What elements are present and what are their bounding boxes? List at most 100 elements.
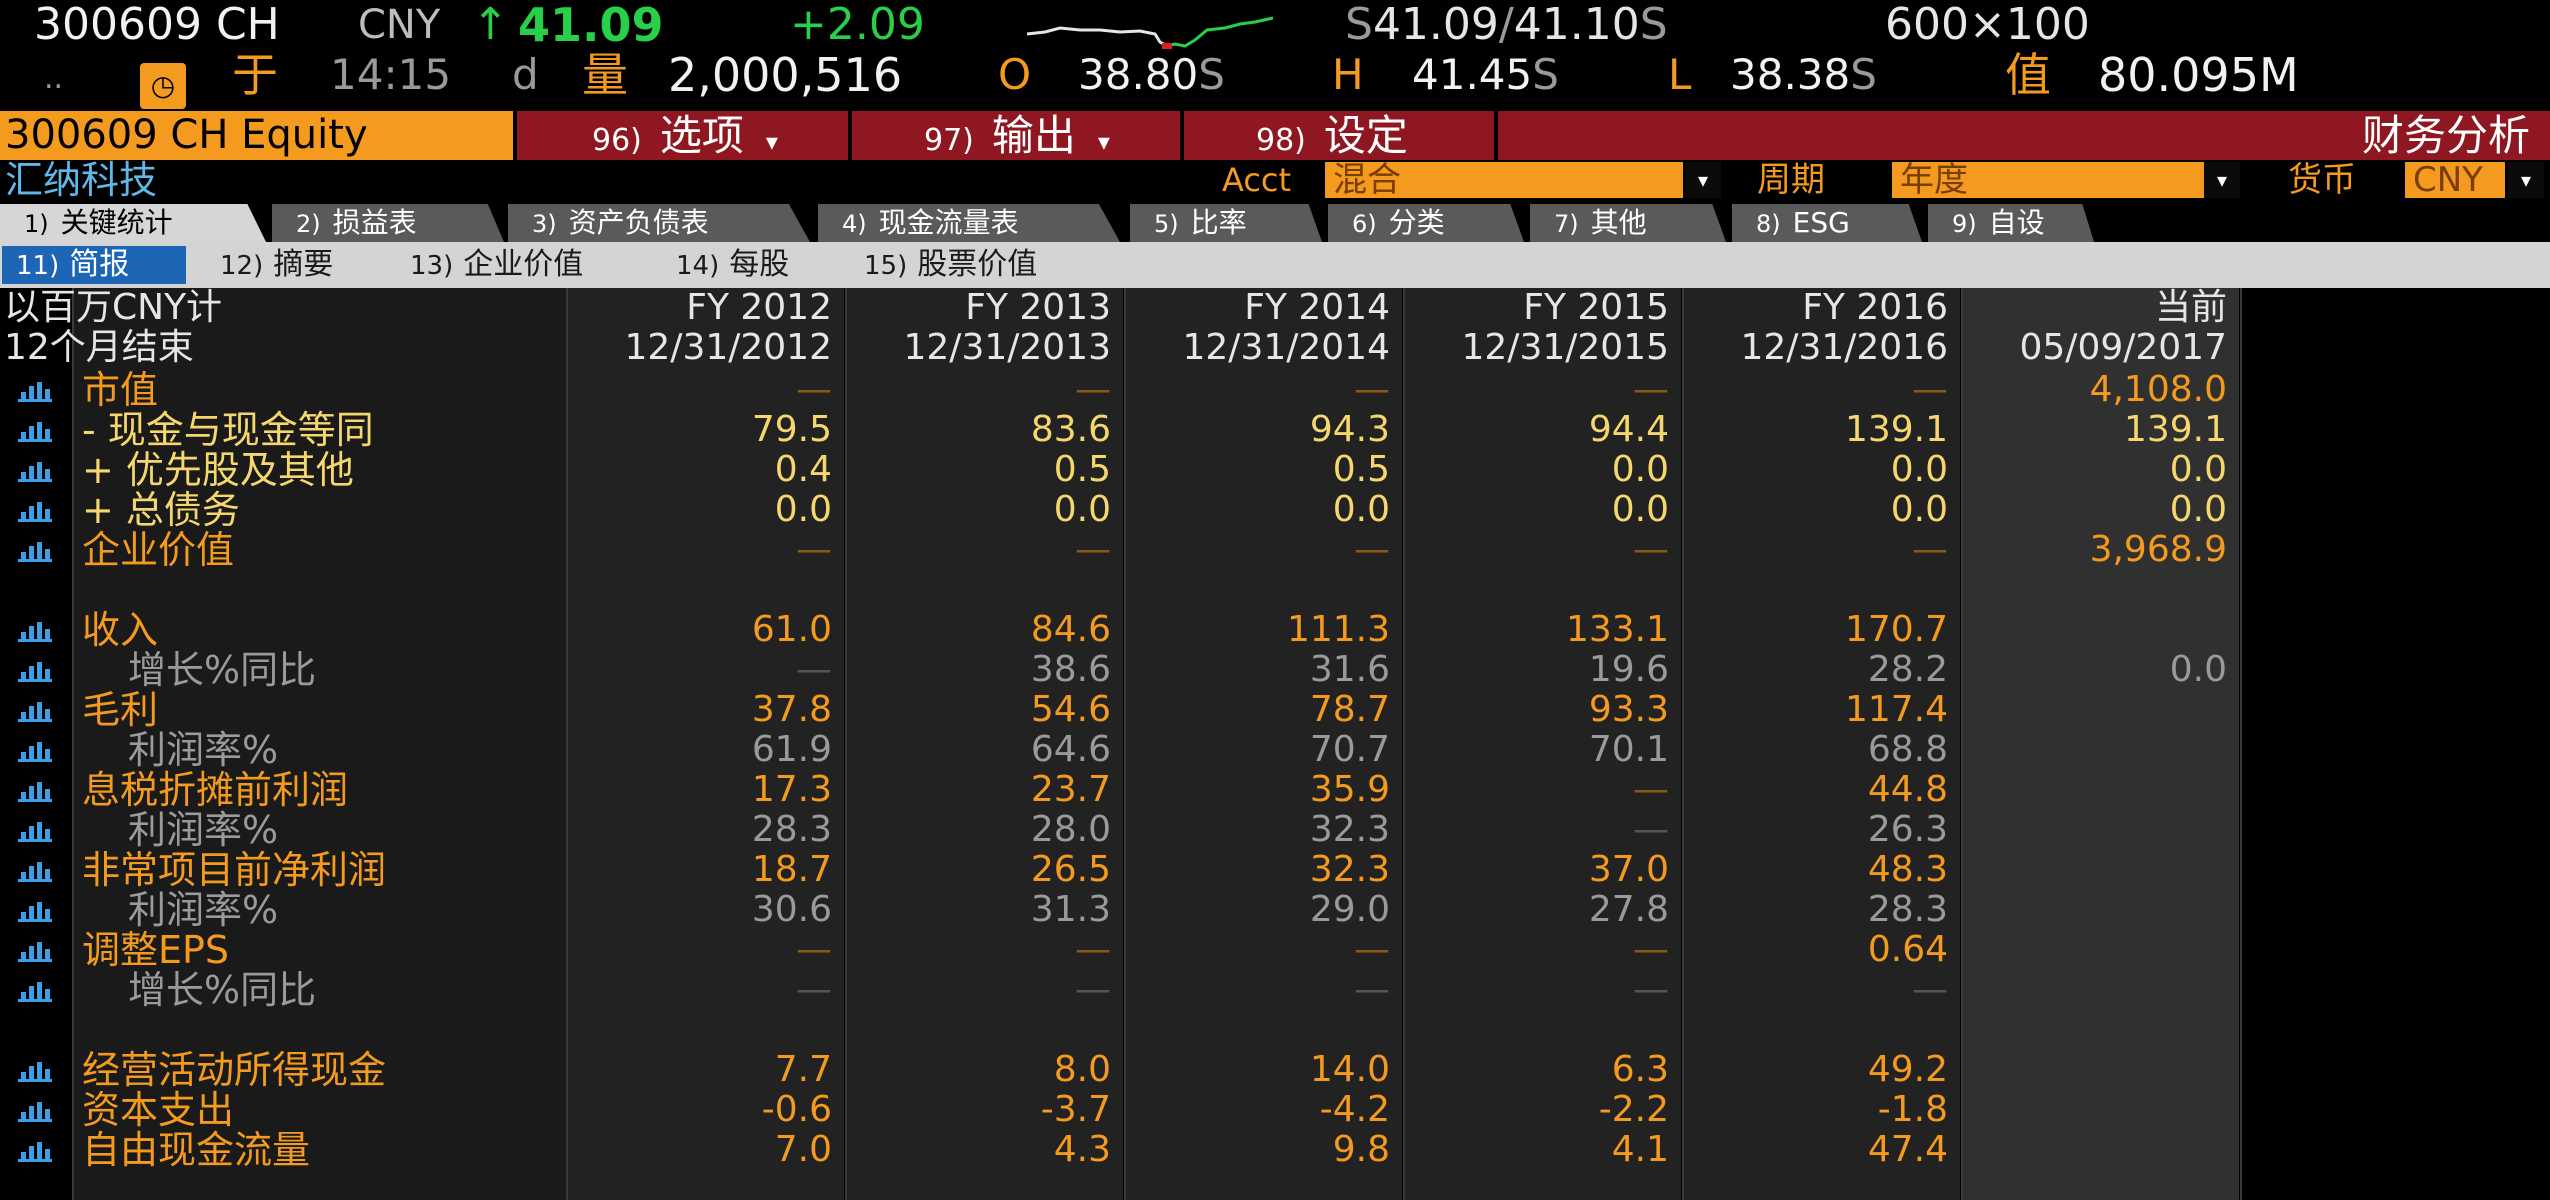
period-dropdown[interactable]: 年度 bbox=[1892, 162, 2212, 198]
table-cell[interactable]: 37.0 bbox=[1588, 849, 1669, 890]
bar-chart-icon[interactable] bbox=[18, 940, 52, 962]
tab-segments[interactable]: 6) 分类 bbox=[1328, 204, 1524, 242]
table-cell[interactable]: 61.0 bbox=[751, 609, 832, 650]
table-cell[interactable]: 0.5 bbox=[1332, 449, 1390, 490]
chevron-down-icon[interactable]: ▾ bbox=[1685, 162, 1721, 198]
table-cell[interactable]: 7.7 bbox=[774, 1049, 832, 1090]
table-cell[interactable]: — bbox=[796, 529, 832, 570]
table-cell[interactable]: 26.5 bbox=[1030, 849, 1111, 890]
table-cell[interactable]: — bbox=[1354, 929, 1390, 970]
chevron-down-icon[interactable]: ▾ bbox=[2204, 162, 2240, 198]
tab-ratios[interactable]: 5) 比率 bbox=[1130, 204, 1322, 242]
table-cell[interactable]: -3.7 bbox=[1040, 1089, 1111, 1130]
row-label[interactable]: 经营活动所得现金 bbox=[82, 1048, 387, 1092]
table-cell[interactable]: 4.3 bbox=[1053, 1129, 1111, 1170]
table-cell[interactable]: 14.0 bbox=[1309, 1049, 1390, 1090]
security-field[interactable]: 300609 CH Equity bbox=[0, 111, 513, 160]
row-label[interactable]: 非常项目前净利润 bbox=[82, 848, 387, 892]
table-cell[interactable]: 0.0 bbox=[1332, 489, 1390, 530]
table-cell[interactable]: — bbox=[1912, 529, 1948, 570]
bar-chart-icon[interactable] bbox=[18, 420, 52, 442]
tab-balance-sheet[interactable]: 3) 资产负债表 bbox=[508, 204, 810, 242]
table-cell[interactable]: 111.3 bbox=[1286, 609, 1390, 650]
chevron-down-icon[interactable]: ▾ bbox=[2508, 162, 2544, 198]
table-cell[interactable]: 0.0 bbox=[774, 489, 832, 530]
table-cell[interactable]: 0.0 bbox=[2169, 449, 2227, 490]
table-cell[interactable]: 54.6 bbox=[1030, 689, 1111, 730]
table-cell[interactable]: 139.1 bbox=[2123, 409, 2227, 450]
column-header[interactable]: FY 2014 bbox=[1244, 287, 1390, 328]
bar-chart-icon[interactable] bbox=[18, 820, 52, 842]
table-cell[interactable]: — bbox=[1633, 529, 1669, 570]
table-cell[interactable]: — bbox=[1075, 929, 1111, 970]
options-menu-button[interactable]: 96) 选项 ▾ bbox=[592, 111, 778, 160]
tab-other[interactable]: 7) 其他 bbox=[1530, 204, 1726, 242]
table-cell[interactable]: 3,968.9 bbox=[2089, 529, 2227, 570]
table-cell[interactable]: 31.3 bbox=[1030, 889, 1111, 930]
table-cell[interactable]: 31.6 bbox=[1309, 649, 1390, 690]
column-header[interactable]: FY 2012 bbox=[686, 287, 832, 328]
table-cell[interactable]: 7.0 bbox=[774, 1129, 832, 1170]
table-cell[interactable]: 19.6 bbox=[1588, 649, 1669, 690]
table-cell[interactable]: -0.6 bbox=[761, 1089, 832, 1130]
table-cell[interactable]: — bbox=[1912, 969, 1948, 1010]
table-cell[interactable]: — bbox=[1075, 969, 1111, 1010]
table-cell[interactable]: 70.7 bbox=[1309, 729, 1390, 770]
output-menu-button[interactable]: 97) 输出 ▾ bbox=[924, 111, 1110, 160]
table-cell[interactable]: 9.8 bbox=[1332, 1129, 1390, 1170]
table-cell[interactable]: 0.4 bbox=[774, 449, 832, 490]
tab-cash-flow[interactable]: 4) 现金流量表 bbox=[818, 204, 1120, 242]
table-cell[interactable]: 48.3 bbox=[1867, 849, 1948, 890]
table-cell[interactable]: 0.0 bbox=[1611, 489, 1669, 530]
table-cell[interactable]: — bbox=[1354, 529, 1390, 570]
row-label[interactable]: + 总债务 bbox=[82, 488, 240, 532]
row-label[interactable]: 企业价值 bbox=[82, 528, 235, 572]
table-cell[interactable]: 94.4 bbox=[1588, 409, 1669, 450]
table-cell[interactable]: — bbox=[1354, 969, 1390, 1010]
row-label[interactable]: + 优先股及其他 bbox=[82, 448, 354, 492]
table-cell[interactable]: 27.8 bbox=[1588, 889, 1669, 930]
tab-custom[interactable]: 9) 自设 bbox=[1928, 204, 2094, 242]
table-cell[interactable]: 117.4 bbox=[1844, 689, 1948, 730]
row-label[interactable]: 息税折摊前利润 bbox=[82, 768, 349, 812]
table-cell[interactable]: — bbox=[796, 969, 832, 1010]
intraday-sparkline[interactable] bbox=[1025, 12, 1275, 52]
row-label[interactable]: 增长%同比 bbox=[128, 968, 317, 1012]
column-header[interactable]: FY 2013 bbox=[965, 287, 1111, 328]
tab-esg[interactable]: 8) ESG bbox=[1732, 204, 1922, 242]
table-cell[interactable]: 94.3 bbox=[1309, 409, 1390, 450]
subtab-stock-value[interactable]: 15) 股票价值 bbox=[864, 247, 1038, 282]
bar-chart-icon[interactable] bbox=[18, 380, 52, 402]
bar-chart-icon[interactable] bbox=[18, 1100, 52, 1122]
table-cell[interactable]: 6.3 bbox=[1611, 1049, 1669, 1090]
table-cell[interactable]: 0.0 bbox=[1890, 449, 1948, 490]
table-cell[interactable]: 37.8 bbox=[751, 689, 832, 730]
table-cell[interactable]: 32.3 bbox=[1309, 849, 1390, 890]
bar-chart-icon[interactable] bbox=[18, 460, 52, 482]
row-label[interactable]: 调整EPS bbox=[82, 928, 230, 972]
table-cell[interactable]: 139.1 bbox=[1844, 409, 1948, 450]
gauge-icon[interactable]: ◷ bbox=[140, 63, 186, 109]
table-cell[interactable]: -4.2 bbox=[1319, 1089, 1390, 1130]
subtab-enterprise-value[interactable]: 13) 企业价值 bbox=[410, 247, 584, 282]
table-cell[interactable]: — bbox=[796, 649, 832, 690]
table-cell[interactable]: 28.0 bbox=[1030, 809, 1111, 850]
row-label[interactable]: 毛利 bbox=[82, 688, 159, 732]
table-cell[interactable]: 8.0 bbox=[1053, 1049, 1111, 1090]
table-cell[interactable]: 23.7 bbox=[1030, 769, 1111, 810]
table-cell[interactable]: 61.9 bbox=[751, 729, 832, 770]
table-cell[interactable]: 28.3 bbox=[751, 809, 832, 850]
row-label[interactable]: 市值 bbox=[82, 368, 159, 412]
table-cell[interactable]: 78.7 bbox=[1309, 689, 1390, 730]
table-cell[interactable]: 49.2 bbox=[1867, 1049, 1948, 1090]
row-label[interactable]: 利润率% bbox=[128, 728, 279, 772]
table-cell[interactable]: 0.0 bbox=[2169, 489, 2227, 530]
table-cell[interactable]: 0.5 bbox=[1053, 449, 1111, 490]
bar-chart-icon[interactable] bbox=[18, 1140, 52, 1162]
table-cell[interactable]: — bbox=[1633, 769, 1669, 810]
table-cell[interactable]: — bbox=[796, 369, 832, 410]
table-cell[interactable]: 18.7 bbox=[751, 849, 832, 890]
table-cell[interactable]: — bbox=[1075, 529, 1111, 570]
table-cell[interactable]: — bbox=[1912, 369, 1948, 410]
table-cell[interactable]: 26.3 bbox=[1867, 809, 1948, 850]
